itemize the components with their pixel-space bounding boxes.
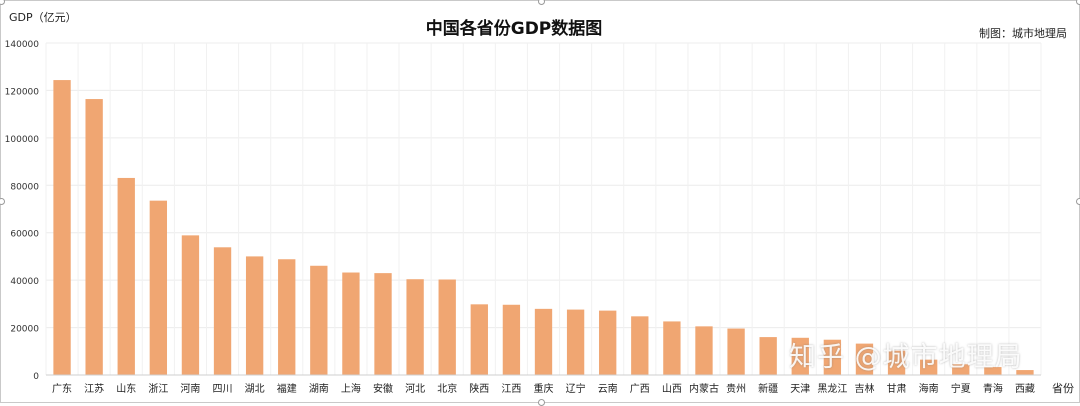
bar-广西 [631,316,649,375]
x-tick-label: 广西 [630,383,650,395]
x-tick-label: 天津 [790,383,810,395]
resize-handle-left[interactable] [0,198,5,205]
bar-浙江 [149,200,168,375]
watermark-text: 知乎 @城市地理局 [789,342,1023,373]
x-tick-label: 新疆 [758,382,778,395]
x-tick-label: 山西 [662,383,682,395]
bar-云南 [599,310,617,375]
bar-西藏 [1016,370,1034,375]
bar-新疆 [759,337,777,375]
x-tick-label: 辽宁 [566,382,586,395]
y-tick-label: 100000 [5,135,40,145]
chart-title: 中国各省份GDP数据图 [426,18,603,39]
bar-广东 [53,80,71,375]
tick-layer: 0 20000 40000 60000 80000 100000 120000 140000 广… [5,40,1035,395]
y-tick-label: 60000 [10,230,39,240]
bar-重庆 [534,308,553,375]
bar-湖北 [245,256,264,375]
x-tick-label: 贵州 [726,382,746,395]
bar-山西 [663,321,681,375]
x-tick-label: 西藏 [1015,383,1035,395]
x-tick-label: 陕西 [469,382,489,395]
bar-江苏 [85,99,103,375]
bar-江西 [502,304,521,375]
x-tick-label: 甘肃 [887,382,907,395]
bar-河北 [406,279,424,375]
bar-四川 [213,247,232,375]
x-tick-label: 福建 [277,382,297,395]
y-tick-label: 20000 [10,325,39,335]
x-tick-label: 内蒙古 [689,382,719,395]
bar-上海 [342,272,360,375]
x-tick-label: 江苏 [84,382,104,395]
bar-贵州 [727,328,745,375]
bar-安徽 [374,273,392,375]
resize-handle-top-right[interactable] [1076,0,1080,5]
x-tick-label: 重庆 [534,382,554,395]
bar-福建 [278,259,296,375]
x-axis-label: 省份 [1052,382,1074,395]
resize-handle-top-left[interactable] [0,0,5,5]
x-tick-label: 宁夏 [951,382,971,395]
y-tick-label: 80000 [10,182,39,192]
x-tick-label: 海南 [919,382,939,395]
bar-北京 [438,279,456,375]
y-tick-label: 40000 [10,277,39,287]
x-tick-label: 河北 [405,383,425,395]
y-tick-label: 120000 [5,87,40,97]
bar-甘肃 [887,350,906,375]
x-tick-label: 上海 [341,382,361,395]
x-tick-label: 北京 [437,382,457,395]
x-tick-label: 安徽 [373,382,393,395]
x-tick-label: 浙江 [148,383,168,395]
y-tick-label: 140000 [5,40,40,50]
bar-陕西 [470,304,488,375]
resize-handle-right[interactable] [1076,198,1080,205]
x-tick-label: 河南 [180,382,200,395]
y-axis-label: GDP（亿元） [9,11,77,24]
x-tick-label: 湖北 [245,383,265,395]
bar-青海 [984,367,1002,375]
resize-handle-top[interactable] [538,0,545,5]
bar-河南 [181,235,200,375]
bar-山东 [117,177,135,375]
y-tick-label: 0 [33,372,39,382]
bar-湖南 [310,265,328,375]
bar-宁夏 [952,364,970,375]
x-tick-label: 吉林 [854,382,874,395]
x-tick-label: 云南 [598,382,618,395]
x-tick-label: 四川 [213,384,233,395]
chart-credit: 制图：城市地理局 [979,26,1067,40]
x-tick-label: 黑龙江 [817,382,847,395]
x-tick-label: 江西 [501,383,521,395]
bar-天津 [791,337,809,375]
bar-黑龙江 [823,339,842,375]
bar-海南 [919,359,938,375]
x-tick-label: 青海 [983,382,1003,395]
bar-layer [53,80,1034,375]
grid-layer [45,42,1042,375]
x-tick-label: 广东 [52,382,72,395]
bar-内蒙古 [695,326,713,375]
bar-吉林 [855,343,874,375]
bar-辽宁 [566,309,585,375]
x-tick-label: 湖南 [309,382,329,395]
x-tick-label: 山东 [116,382,136,395]
